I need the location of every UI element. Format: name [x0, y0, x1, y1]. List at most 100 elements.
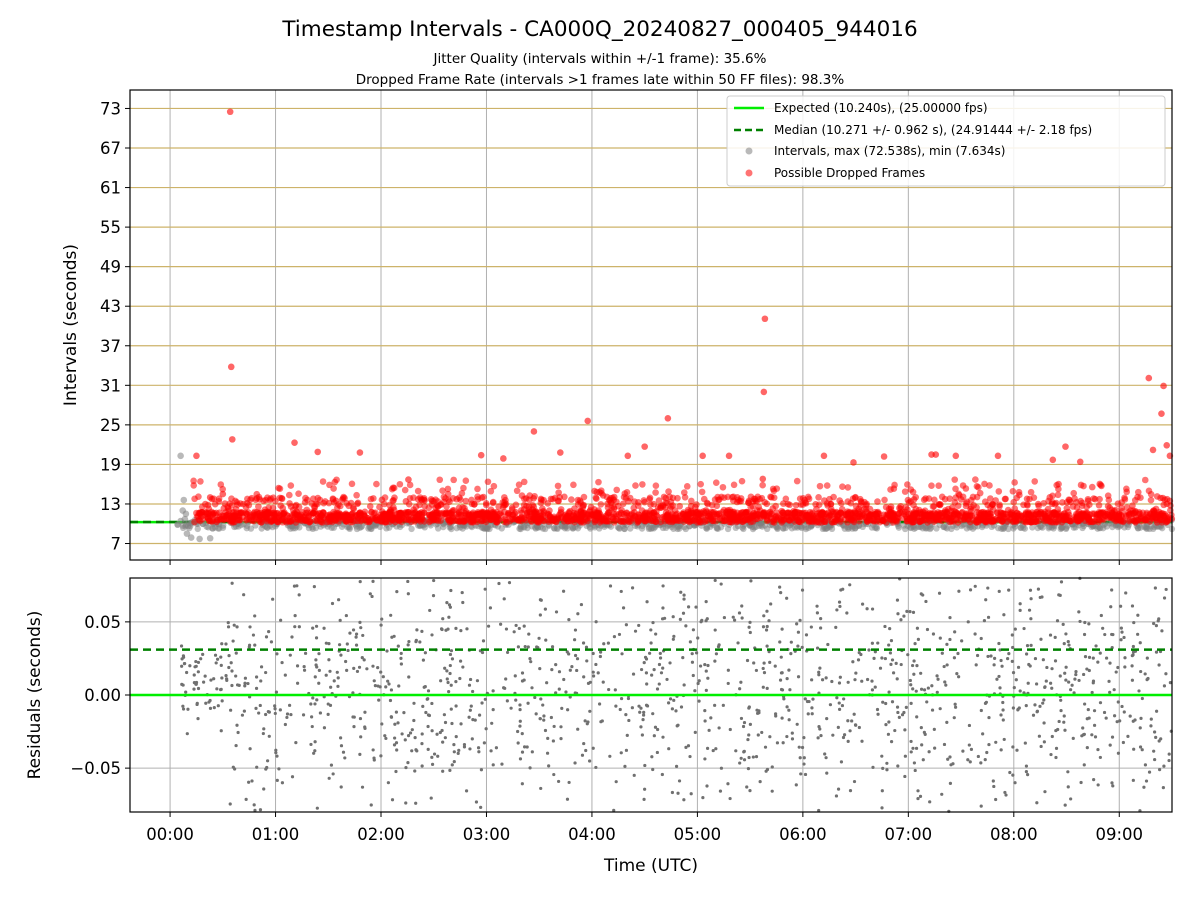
residual-point [242, 593, 246, 597]
residual-point [389, 715, 394, 719]
residual-point [1114, 670, 1118, 674]
residual-point [1145, 656, 1149, 660]
residual-point [561, 589, 566, 593]
dropped-frame-point [445, 496, 452, 504]
dropped-frame-point [1159, 494, 1167, 502]
residual-point [880, 789, 884, 793]
residual-point [880, 806, 884, 810]
residual-point [800, 588, 805, 592]
dropped-frame-point [880, 453, 888, 460]
residual-point [1055, 619, 1060, 623]
residual-point [961, 749, 965, 753]
residual-point [690, 660, 695, 664]
residual-point [371, 664, 375, 668]
residual-point [351, 628, 356, 632]
residual-point [530, 750, 534, 754]
residual-point [756, 711, 760, 715]
residual-point [811, 697, 815, 701]
dropped-frame-point [1046, 494, 1054, 501]
residual-point [542, 714, 546, 718]
residual-point [596, 671, 600, 675]
residual-point [358, 716, 363, 721]
dropped-frame-point [500, 455, 507, 462]
dropped-frame-point [741, 516, 749, 524]
residual-point [1108, 743, 1112, 747]
residual-point [443, 736, 447, 740]
residual-point [266, 759, 270, 763]
dropped-frame-point [910, 496, 918, 503]
residual-point [441, 740, 445, 744]
residual-point [888, 651, 892, 655]
residual-point [292, 584, 297, 588]
residual-point [253, 614, 257, 618]
residual-point [1071, 736, 1075, 740]
dropped-frame-point [520, 478, 528, 486]
residual-point [828, 703, 833, 707]
dropped-frame-point [436, 476, 444, 484]
residual-point [648, 651, 652, 655]
residual-point [248, 747, 252, 751]
residual-point [314, 624, 319, 628]
residual-point [1131, 644, 1135, 649]
residual-point [994, 740, 998, 744]
residual-point [582, 675, 586, 679]
residual-point [518, 719, 522, 723]
dropped-frame-point [993, 515, 1000, 522]
residual-point [1083, 702, 1087, 706]
dropped-frame-point [896, 509, 904, 516]
dropped-frame-point [513, 487, 521, 495]
residual-point [196, 660, 201, 665]
residual-point [945, 642, 949, 646]
residual-point [181, 707, 186, 711]
dropped-frame-point [324, 512, 331, 519]
residual-point [876, 712, 880, 716]
legend-box [726, 95, 1166, 187]
dropped-frame-point [830, 493, 837, 501]
residual-point [915, 664, 919, 668]
residual-point [1110, 781, 1114, 785]
residual-point [1167, 752, 1171, 756]
dropped-frame-point [697, 509, 705, 516]
residual-point [914, 746, 919, 750]
residual-point [912, 761, 916, 765]
dropped-frame-point [1055, 480, 1062, 488]
dropped-frame-point [679, 510, 687, 518]
residual-point [765, 609, 769, 613]
dropped-frame-point [952, 452, 960, 460]
residual-point [1096, 660, 1100, 664]
dropped-frame-point [816, 482, 824, 490]
residual-point [240, 713, 245, 717]
dropped-frame-point [193, 452, 200, 460]
residual-point [989, 654, 993, 658]
dropped-frame-point [862, 505, 870, 513]
dropped-frame-point [610, 510, 617, 518]
dropped-frame-point [531, 492, 538, 500]
dropped-frame-point [347, 516, 354, 523]
residual-point [796, 644, 800, 648]
residual-point [546, 736, 550, 740]
residual-point [768, 735, 772, 739]
residual-point [552, 724, 556, 729]
residual-point [346, 648, 350, 653]
dropped-frame-point [439, 487, 446, 495]
residual-point [967, 723, 972, 728]
dropped-frame-point [366, 503, 374, 510]
residual-point [886, 732, 891, 736]
dropped-frame-point [793, 477, 801, 485]
residual-point [1002, 613, 1006, 617]
residual-point [714, 747, 718, 751]
residual-point [449, 588, 453, 593]
residual-point [439, 679, 443, 683]
residual-point [431, 594, 436, 598]
interval-point [182, 510, 190, 518]
residual-point [778, 585, 782, 589]
residual-point [588, 759, 592, 763]
residual-point [413, 769, 417, 773]
residual-point [1018, 602, 1022, 606]
dropped-frame-point [331, 478, 339, 486]
residual-point [554, 691, 558, 695]
dropped-frame-point [314, 448, 322, 456]
dropped-frame-point [967, 496, 975, 504]
legend-dropped-marker [745, 169, 753, 177]
residual-point [658, 651, 662, 656]
